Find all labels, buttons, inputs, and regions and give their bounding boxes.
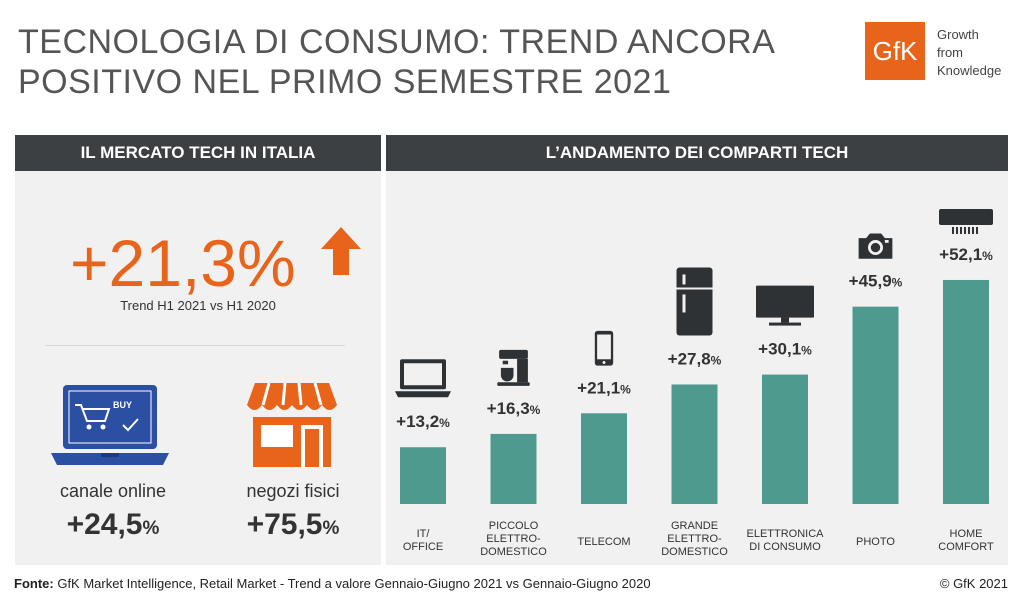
online-value: +24,5% xyxy=(33,508,193,542)
category-label-5: ELETTRONICA DI CONSUMO xyxy=(746,528,824,553)
value-label-7: +52,1% xyxy=(939,245,993,264)
bar-1 xyxy=(400,447,446,504)
category-label-4: GRANDE ELETTRO-DOMESTICO xyxy=(661,520,728,558)
camera-icon xyxy=(858,233,893,259)
stores-value-percent: % xyxy=(322,518,340,539)
category-label-3: TELECOM xyxy=(577,536,630,548)
stores-value-number: +75,5 xyxy=(246,508,323,541)
logo-tagline: Growth from Knowledge xyxy=(937,26,1001,80)
category-label-7: HOME COMFORT xyxy=(938,528,994,553)
source-label: Fonte: xyxy=(14,576,54,591)
category-label-6: PHOTO xyxy=(856,536,895,548)
category-label-2: PICCOLO ELETTRO-DOMESTICO xyxy=(480,520,547,558)
value-label-1: +13,2% xyxy=(396,412,450,431)
value-label-3: +21,1% xyxy=(577,378,631,397)
headline-label: Trend H1 2021 vs H1 2020 xyxy=(120,298,276,313)
title-line-2: POSITIVO NEL PRIMO SEMESTRE 2021 xyxy=(18,63,672,101)
laptop-icon xyxy=(395,359,451,398)
sectors-bar-chart: +13,2% IT/OFFICE +16,3% PICCOLO ELETTRO-DOME… xyxy=(395,207,994,558)
sectors-panel: L’ANDAMENTO DEI COMPARTI TECH xyxy=(386,135,1008,565)
page-title: TECNOLOGIA DI CONSUMO: TREND ANCORA POSI… xyxy=(18,22,775,102)
stores-label: negozi fisici xyxy=(246,481,340,501)
tv-icon xyxy=(756,285,814,326)
source-note: Fonte: GfK Market Intelligence, Retail M… xyxy=(14,576,651,591)
buy-badge: BUY xyxy=(113,400,132,410)
online-value-number: +24,5 xyxy=(66,508,143,541)
arrow-up-icon xyxy=(321,227,361,275)
market-panel: IL MERCATO TECH IN ITALIA +21,3% Trend H… xyxy=(15,135,381,565)
market-panel-heading: IL MERCATO TECH IN ITALIA xyxy=(15,135,381,171)
bar-4 xyxy=(671,384,718,504)
fridge-icon xyxy=(675,266,714,337)
copyright: © GfK 2021 xyxy=(939,576,1008,591)
category-label-1: IT/OFFICE xyxy=(403,528,443,553)
bar-6 xyxy=(852,306,899,504)
online-label: canale online xyxy=(59,481,167,501)
bar-5 xyxy=(762,374,808,504)
smartphone-icon xyxy=(594,330,614,366)
bar-3 xyxy=(581,413,627,504)
title-line-1: TECNOLOGIA DI CONSUMO: TREND ANCORA xyxy=(18,23,776,61)
gfk-logo: GfK xyxy=(865,22,925,80)
bar-2 xyxy=(490,433,537,504)
headline-value: +21,3% xyxy=(70,226,296,300)
value-label-4: +27,8% xyxy=(668,349,722,368)
air-conditioner-icon xyxy=(938,207,994,234)
sectors-panel-heading: L’ANDAMENTO DEI COMPARTI TECH xyxy=(386,135,1008,171)
divider xyxy=(45,345,345,346)
tagline-line-3: Knowledge xyxy=(937,63,1002,78)
value-label-2: +16,3% xyxy=(487,399,541,418)
stores-value: +75,5% xyxy=(213,508,373,542)
coffee-machine-icon xyxy=(497,349,530,386)
value-label-5: +30,1% xyxy=(758,340,812,359)
tagline-line-1: Growth xyxy=(937,27,979,42)
tagline-line-2: from xyxy=(937,45,963,60)
source-text: GfK Market Intelligence, Retail Market -… xyxy=(53,576,651,591)
online-value-percent: % xyxy=(142,518,160,539)
bar-7 xyxy=(943,279,989,504)
value-label-6: +45,9% xyxy=(849,272,903,291)
store-icon xyxy=(247,382,337,467)
online-shop-laptop-icon: BUY xyxy=(51,385,169,465)
